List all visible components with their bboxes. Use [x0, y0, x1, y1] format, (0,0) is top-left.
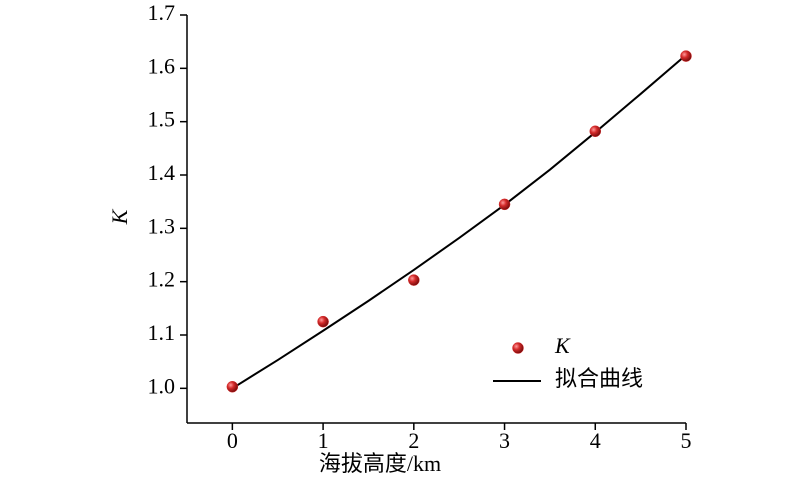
data-point	[226, 380, 239, 393]
y-tick-label: 1.1	[148, 320, 176, 345]
y-tick-label: 1.2	[148, 267, 176, 292]
fit-curve	[231, 54, 687, 390]
y-axis-label: K	[107, 208, 132, 225]
y-tick-label: 1.6	[148, 53, 176, 78]
legend-marker	[512, 342, 524, 354]
legend-label: 拟合曲线	[555, 366, 643, 391]
data-point	[317, 315, 329, 328]
x-tick-label: 3	[499, 428, 510, 453]
y-tick-label: 1.7	[148, 0, 176, 25]
data-point	[498, 198, 511, 211]
y-tick-label: 1.3	[148, 213, 176, 238]
data-point	[589, 125, 602, 138]
x-tick-label: 0	[227, 428, 238, 453]
y-tick-label: 1.5	[148, 107, 176, 132]
y-tick-label: 1.0	[148, 373, 176, 398]
data-point	[680, 50, 692, 62]
x-tick-label: 1	[318, 428, 329, 453]
y-tick-label: 1.4	[148, 160, 176, 185]
data-point	[408, 274, 420, 286]
x-tick-label: 5	[681, 428, 692, 453]
x-tick-label: 2	[408, 428, 419, 453]
x-tick-label: 4	[590, 428, 601, 453]
x-axis-label: 海拔高度/km	[319, 451, 441, 476]
legend-label: K	[554, 333, 571, 358]
